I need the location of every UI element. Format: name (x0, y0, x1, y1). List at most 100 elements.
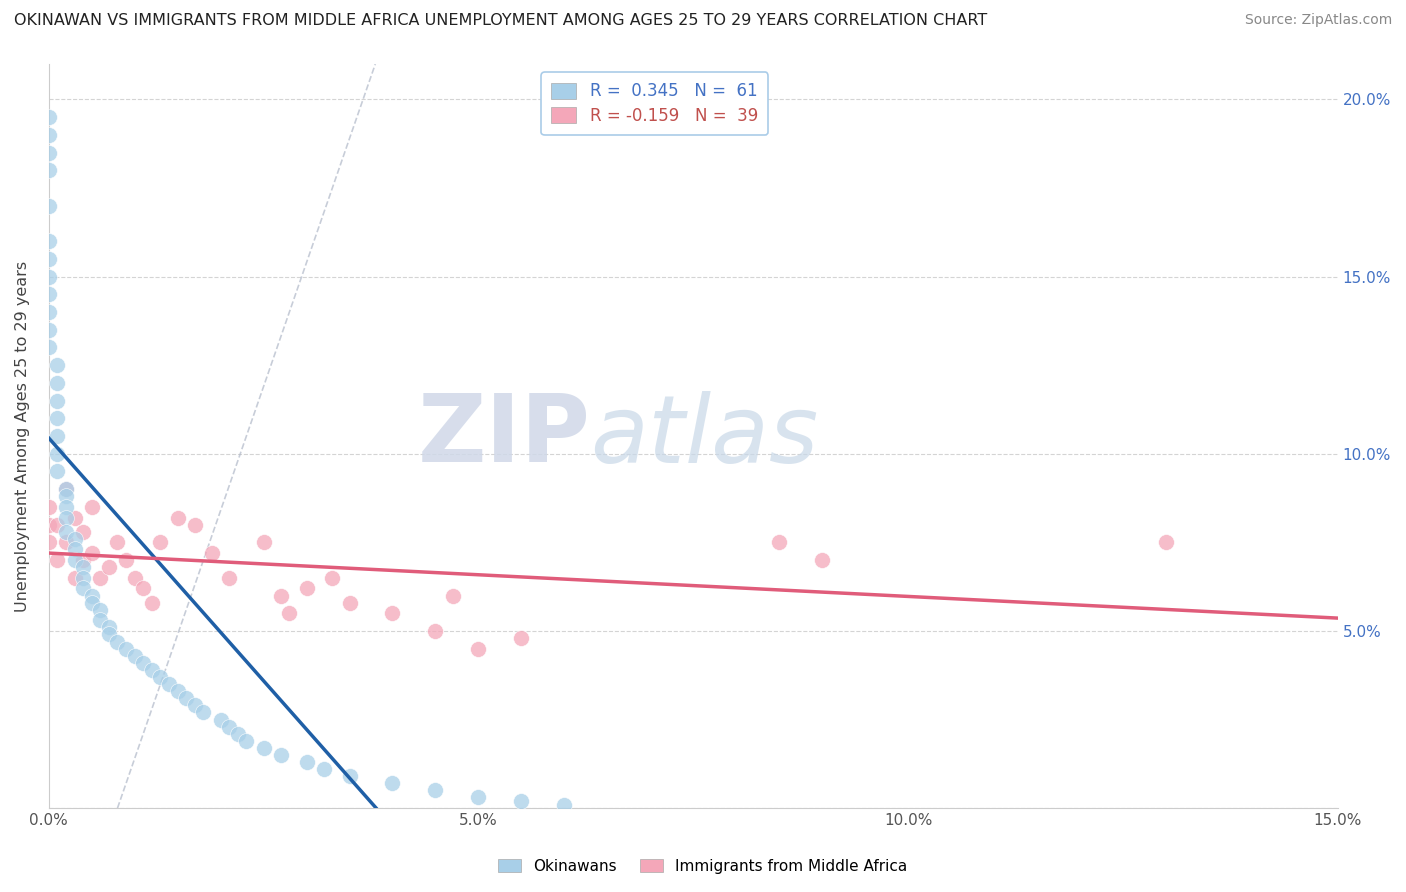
Point (46, 553, 69, 567)
Point (55, 482, 77, 496)
Point (97, 627, 120, 641)
Point (97, 620, 120, 634)
Point (166, 510, 188, 524)
Point (38, 287, 60, 301)
Point (252, 740, 274, 755)
Point (381, 606, 404, 620)
Point (467, 641, 489, 656)
Legend: R =  0.345   N =  61, R = -0.159   N =  39: R = 0.345 N = 61, R = -0.159 N = 39 (541, 72, 768, 135)
Point (321, 571, 343, 585)
Point (80, 589, 103, 603)
Point (55, 524, 77, 539)
Point (38, 110, 60, 124)
Point (132, 582, 155, 596)
Point (72, 571, 94, 585)
Point (107, 634, 129, 648)
Point (166, 684, 188, 698)
Point (295, 755, 318, 769)
Point (339, 769, 361, 783)
Point (63, 542, 86, 557)
Point (38, 323, 60, 337)
Text: ZIP: ZIP (418, 390, 591, 482)
Point (124, 571, 146, 585)
Point (339, 596, 361, 610)
Point (157, 677, 180, 691)
Point (425, 783, 447, 797)
Point (425, 624, 447, 638)
Point (218, 571, 240, 585)
Point (141, 663, 163, 677)
Point (107, 535, 129, 549)
Point (510, 631, 533, 645)
Point (72, 560, 94, 574)
Point (63, 571, 86, 585)
Point (174, 691, 197, 706)
Point (80, 546, 103, 560)
Point (1154, 535, 1177, 549)
Point (72, 553, 94, 567)
Point (89, 571, 111, 585)
Point (270, 747, 292, 762)
Point (63, 553, 86, 567)
Point (38, 305, 60, 319)
Point (115, 641, 138, 656)
Point (132, 656, 155, 670)
Point (80, 596, 103, 610)
Point (553, 797, 575, 812)
Point (38, 341, 60, 355)
Point (184, 698, 207, 713)
Point (72, 524, 94, 539)
Point (46, 358, 69, 372)
Point (312, 762, 335, 776)
Point (149, 670, 172, 684)
Point (46, 517, 69, 532)
Point (55, 489, 77, 503)
Point (38, 535, 60, 549)
Point (38, 234, 60, 248)
Point (38, 199, 60, 213)
Point (55, 510, 77, 524)
Point (97, 560, 120, 574)
Point (209, 713, 232, 727)
Point (115, 553, 138, 567)
Point (141, 596, 163, 610)
Point (149, 535, 172, 549)
Point (201, 546, 224, 560)
Point (89, 613, 111, 627)
Point (811, 553, 834, 567)
Point (467, 790, 489, 805)
Point (226, 727, 249, 741)
Point (38, 500, 60, 514)
Point (278, 606, 301, 620)
Point (218, 720, 240, 734)
Point (46, 429, 69, 443)
Point (184, 517, 207, 532)
Point (46, 447, 69, 461)
Y-axis label: Unemployment Among Ages 25 to 29 years: Unemployment Among Ages 25 to 29 years (15, 260, 30, 612)
Point (55, 500, 77, 514)
Point (46, 376, 69, 390)
Point (38, 145, 60, 160)
Point (235, 733, 257, 747)
Point (46, 393, 69, 408)
Point (38, 128, 60, 142)
Point (38, 269, 60, 284)
Point (55, 535, 77, 549)
Point (38, 517, 60, 532)
Point (38, 163, 60, 178)
Point (381, 776, 404, 790)
Text: Source: ZipAtlas.com: Source: ZipAtlas.com (1244, 13, 1392, 28)
Point (80, 500, 103, 514)
Point (72, 582, 94, 596)
Text: OKINAWAN VS IMMIGRANTS FROM MIDDLE AFRICA UNEMPLOYMENT AMONG AGES 25 TO 29 YEARS: OKINAWAN VS IMMIGRANTS FROM MIDDLE AFRIC… (14, 13, 987, 29)
Point (63, 532, 86, 546)
Point (55, 482, 77, 496)
Point (295, 582, 318, 596)
Point (510, 794, 533, 808)
Point (441, 589, 464, 603)
Point (89, 602, 111, 616)
Point (252, 535, 274, 549)
Point (193, 706, 215, 720)
Text: atlas: atlas (591, 391, 818, 482)
Point (46, 465, 69, 479)
